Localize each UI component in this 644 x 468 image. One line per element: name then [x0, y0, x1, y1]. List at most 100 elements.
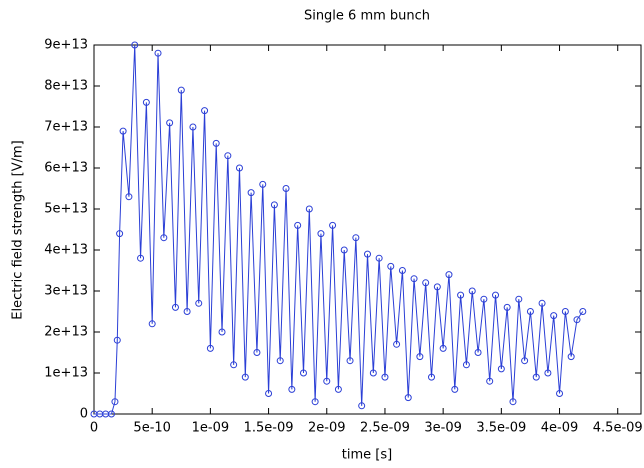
data-point [241, 373, 249, 381]
data-point [189, 123, 197, 131]
data-point [358, 402, 366, 410]
y-tick-label: 1e+13 [44, 366, 88, 381]
data-point [364, 250, 371, 258]
data-point [410, 275, 418, 283]
x-tick-label: 2e-09 [308, 421, 346, 436]
data-point [509, 398, 517, 406]
data-point [346, 357, 354, 365]
data-point [445, 271, 453, 279]
data-point [253, 349, 261, 356]
x-tick-label: 3e-09 [424, 421, 462, 436]
x-tick-label: 4e-09 [541, 421, 579, 436]
data-point [201, 107, 209, 115]
data-point [299, 369, 307, 377]
data-point [515, 295, 523, 303]
data-point [579, 308, 587, 315]
x-tick-label: 1e-09 [192, 421, 230, 436]
data-point [521, 357, 529, 365]
x-tick-label: 1.5e-09 [244, 421, 294, 436]
data-point [561, 308, 569, 315]
y-tick-label: 2e+13 [44, 325, 88, 340]
data-point [532, 373, 540, 381]
data-point [270, 201, 278, 209]
data-point [422, 279, 430, 287]
data-point [462, 361, 470, 369]
data-point [183, 308, 191, 315]
data-point [340, 246, 348, 254]
data-point [556, 390, 564, 397]
data-point [311, 398, 319, 406]
data-point [224, 152, 232, 160]
data-point [305, 205, 313, 213]
data-point [137, 254, 145, 262]
data-point [235, 164, 243, 172]
chart-title: Single 6 mm bunch [304, 9, 430, 24]
data-point [160, 234, 168, 242]
data-point [387, 262, 395, 270]
data-point [468, 287, 476, 295]
data-point [457, 291, 465, 299]
data-point [492, 291, 500, 299]
data-point [404, 394, 412, 402]
data-point [352, 234, 360, 242]
x-tick-label: 0 [90, 421, 98, 436]
x-tick-label: 3.5e-09 [476, 421, 526, 436]
data-point [247, 189, 255, 197]
data-point [125, 193, 133, 201]
data-point [294, 221, 302, 229]
data-point [329, 221, 337, 229]
data-point [433, 283, 441, 291]
data-point [323, 377, 331, 385]
y-tick-label: 0 [80, 407, 88, 422]
data-point [439, 344, 447, 352]
y-tick-label: 6e+13 [44, 161, 88, 176]
data-point [503, 303, 511, 311]
data-point [265, 390, 273, 397]
data-point [148, 320, 156, 328]
y-axis-label: Electric field strength [V/m] [11, 140, 26, 319]
data-point [497, 365, 505, 373]
data-point [111, 398, 119, 406]
data-point [282, 185, 290, 192]
data-point [116, 230, 124, 238]
data-point [107, 410, 115, 418]
data-point [142, 98, 150, 106]
data-point [218, 328, 226, 336]
data-point [259, 180, 267, 188]
data-point [171, 303, 179, 311]
y-tick-label: 4e+13 [44, 243, 88, 258]
data-point [288, 385, 296, 393]
x-axis-label: time [s] [342, 448, 392, 463]
data-point [416, 353, 424, 361]
data-point [538, 299, 546, 307]
data-point [131, 41, 139, 49]
data-point [428, 373, 436, 381]
data-point [230, 361, 238, 369]
data-point [206, 344, 214, 352]
data-point [550, 312, 558, 320]
x-tick-label: 4.5e-09 [593, 421, 643, 436]
y-tick-label: 3e+13 [44, 284, 88, 299]
data-point [486, 377, 494, 385]
x-tick-label: 2.5e-09 [360, 421, 410, 436]
y-tick-label: 9e+13 [44, 38, 88, 53]
data-point [212, 139, 220, 147]
data-line [94, 44, 584, 415]
data-point [166, 119, 174, 127]
data-point [334, 385, 342, 393]
data-point [177, 86, 185, 94]
plot-frame [93, 44, 642, 415]
data-point [317, 230, 325, 238]
data-point [573, 316, 581, 324]
y-tick-label: 8e+13 [44, 79, 88, 94]
data-point [375, 254, 383, 262]
data-point [154, 49, 162, 57]
data-point [526, 308, 534, 315]
data-point [195, 299, 203, 307]
y-tick-label: 7e+13 [44, 120, 88, 135]
y-tick-label: 5e+13 [44, 202, 88, 217]
data-point [398, 267, 406, 274]
data-point [393, 340, 401, 348]
